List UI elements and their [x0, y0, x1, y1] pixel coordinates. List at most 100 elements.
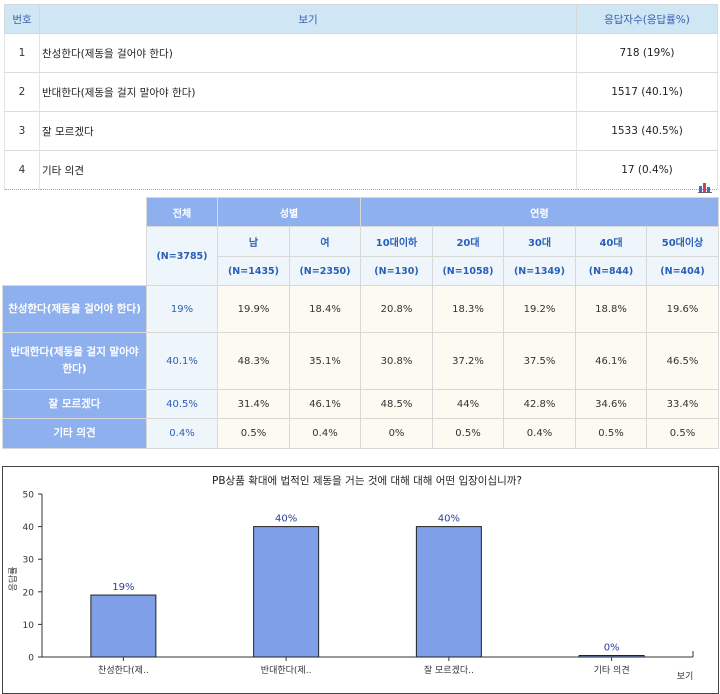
cell-value: 34.6% [575, 389, 647, 419]
chart-canvas: PB상품 확대에 법적인 제동을 거는 것에 대해 대해 어떤 입장이십니까? … [7, 474, 694, 682]
bar-chart: PB상품 확대에 법적인 제동을 거는 것에 대해 대해 어떤 입장이십니까? … [2, 466, 719, 694]
table-row: 기타 의견 0.4% 0.5% 0.4% 0% 0.5% 0.4% 0.5% 0… [2, 418, 719, 449]
bar [578, 655, 645, 658]
cell-value: 33.4% [646, 389, 719, 419]
header-total: 전체 [146, 197, 218, 227]
sub-n: (N=2350) [289, 256, 361, 286]
data-label: 19% [112, 582, 134, 593]
cell-value: 30.8% [360, 332, 433, 390]
y-tick-label: 30 [23, 556, 35, 566]
y-axis-label: 응답률 [7, 567, 19, 592]
row-label: 기타 의견 [2, 418, 147, 449]
sub-header: 30대 [503, 226, 576, 257]
sub-n: (N=1349) [503, 256, 576, 286]
cell-value: 46.1% [289, 389, 361, 419]
bar [415, 526, 482, 658]
cell-value: 37.5% [503, 332, 576, 390]
cell-value: 18.4% [289, 285, 361, 333]
sub-header: 40대 [575, 226, 647, 257]
cell-value: 19.9% [217, 285, 290, 333]
table-row: 반대한다(제동을 걸지 말아야 한다) 40.1% 48.3% 35.1% 30… [2, 332, 719, 390]
sub-header: 10대이하 [360, 226, 433, 257]
data-label: 40% [275, 514, 297, 525]
table-row: 2 반대한다(제동을 걸지 말아야 한다) 1517 (40.1%) [4, 72, 718, 112]
sub-n: (N=404) [646, 256, 719, 286]
row-label: 잘 모르겠다 [2, 389, 147, 419]
x-tick-label: 반대한다(제.. [261, 665, 312, 676]
header-age: 연령 [360, 197, 719, 227]
row-count: 1517 (40.1%) [576, 72, 718, 112]
row-label: 반대한다(제동을 걸지 말아야 한다) [2, 332, 147, 390]
data-label: 0% [604, 643, 620, 654]
bar [90, 594, 157, 658]
row-total: 40.1% [146, 332, 218, 390]
x-axis-label: 보기 [677, 671, 694, 682]
row-label: 찬성한다(제동을 걸어야 한다) [2, 285, 147, 333]
sub-header: 50대이상 [646, 226, 719, 257]
cell-value: 19.6% [646, 285, 719, 333]
y-tick-label: 20 [23, 588, 35, 598]
row-count: 1533 (40.5%) [576, 111, 718, 151]
cell-value: 35.1% [289, 332, 361, 390]
row-total: 0.4% [146, 418, 218, 449]
row-option: 기타 의견 [39, 150, 577, 190]
header-no: 번호 [4, 4, 40, 34]
sub-n: (N=1058) [432, 256, 504, 286]
y-tick-label: 40 [23, 523, 35, 533]
cell-value: 48.5% [360, 389, 433, 419]
table-row: 1 찬성한다(제동을 걸어야 한다) 718 (19%) [4, 33, 718, 73]
data-label: 40% [438, 514, 460, 525]
cell-value: 42.8% [503, 389, 576, 419]
corner-blank [2, 197, 147, 286]
x-tick-label: 잘 모르겠다.. [424, 664, 474, 676]
x-tick-label: 찬성한다(제.. [98, 665, 149, 676]
crosstab-table: 전체 성별 연령 (N=3785) 남 여 10대이하 20대 30대 40대 … [2, 197, 719, 449]
row-number: 2 [4, 72, 40, 112]
row-option: 찬성한다(제동을 걸어야 한다) [39, 33, 577, 73]
total-n: (N=3785) [146, 226, 218, 286]
row-count: 718 (19%) [576, 33, 718, 73]
y-tick-label: 10 [23, 621, 35, 631]
header-count: 응답자수(응답률%) [576, 4, 718, 34]
cell-value: 31.4% [217, 389, 290, 419]
table-row: 잘 모르겠다 40.5% 31.4% 46.1% 48.5% 44% 42.8%… [2, 389, 719, 419]
cell-value: 0.5% [217, 418, 290, 449]
table-row: 4 기타 의견 17 (0.4%) [4, 150, 718, 190]
sub-header: 여 [289, 226, 361, 257]
table-row: 찬성한다(제동을 걸어야 한다) 19% 19.9% 18.4% 20.8% 1… [2, 285, 719, 333]
row-total: 40.5% [146, 389, 218, 419]
cell-value: 0% [360, 418, 433, 449]
sub-header: 20대 [432, 226, 504, 257]
cell-value: 46.5% [646, 332, 719, 390]
y-tick-label: 50 [23, 491, 35, 501]
x-tick-label: 기타 의견 [594, 664, 630, 676]
row-total: 19% [146, 285, 218, 333]
cell-value: 0.4% [503, 418, 576, 449]
chart-title: PB상품 확대에 법적인 제동을 거는 것에 대해 대해 어떤 입장이십니까? [212, 474, 522, 487]
cell-value: 18.3% [432, 285, 504, 333]
bar-chart-icon[interactable] [698, 181, 712, 193]
row-option: 잘 모르겠다 [39, 111, 577, 151]
table-row: 3 잘 모르겠다 1533 (40.5%) [4, 111, 718, 151]
cell-value: 37.2% [432, 332, 504, 390]
response-table: 번호 보기 응답자수(응답률%) 1 찬성한다(제동을 걸어야 한다) 718 … [4, 4, 718, 190]
cell-value: 0.5% [646, 418, 719, 449]
sub-n: (N=1435) [217, 256, 290, 286]
cell-value: 44% [432, 389, 504, 419]
sub-n: (N=130) [360, 256, 433, 286]
cell-value: 0.4% [289, 418, 361, 449]
header-gender: 성별 [217, 197, 361, 227]
cell-value: 0.5% [432, 418, 504, 449]
header-option: 보기 [39, 4, 577, 34]
cell-value: 20.8% [360, 285, 433, 333]
row-number: 1 [4, 33, 40, 73]
cell-value: 0.5% [575, 418, 647, 449]
row-number: 4 [4, 150, 40, 190]
y-tick-label: 0 [28, 654, 34, 664]
row-option: 반대한다(제동을 걸지 말아야 한다) [39, 72, 577, 112]
row-count: 17 (0.4%) [576, 150, 718, 190]
row-number: 3 [4, 111, 40, 151]
sub-n: (N=844) [575, 256, 647, 286]
cell-value: 18.8% [575, 285, 647, 333]
cell-value: 46.1% [575, 332, 647, 390]
